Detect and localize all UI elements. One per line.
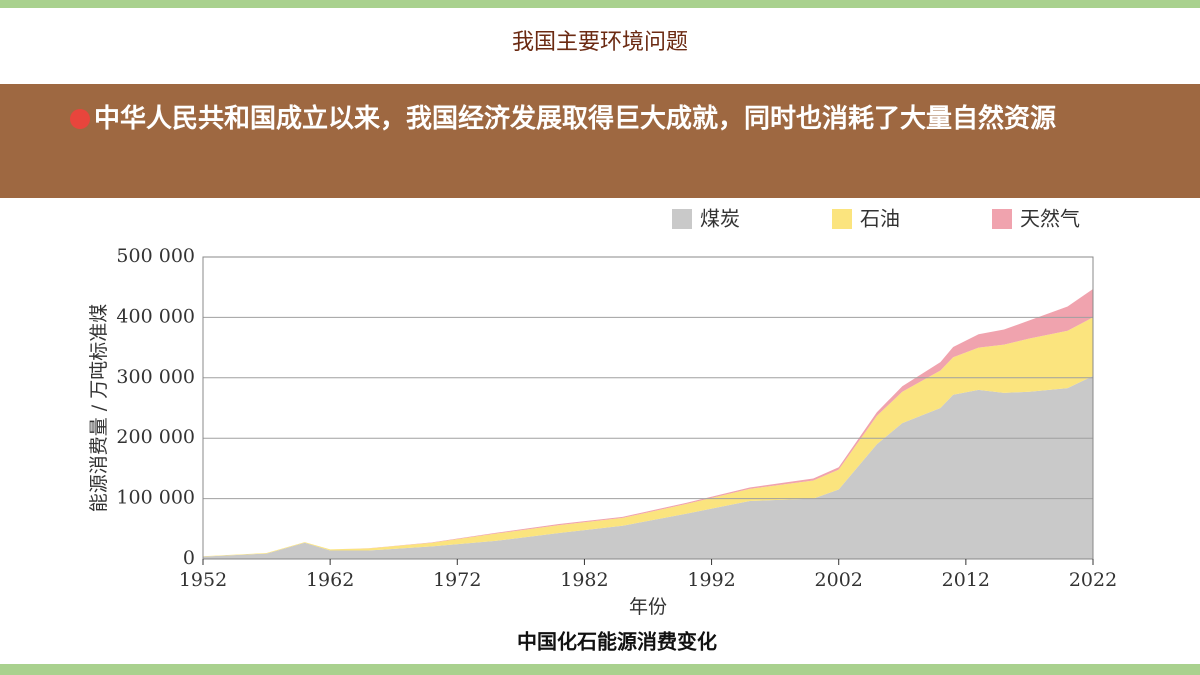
y-tick-label: 400 000 <box>116 305 195 327</box>
x-tick-label: 2012 <box>942 569 990 591</box>
bullet <box>70 109 90 129</box>
x-tick-label: 1992 <box>687 569 735 591</box>
legend-label: 天然气 <box>1020 207 1080 231</box>
x-tick-label: 2002 <box>815 569 863 591</box>
legend-label: 石油 <box>860 207 900 231</box>
legend-swatch <box>832 209 852 229</box>
area <box>203 375 1093 559</box>
legend-label: 煤炭 <box>700 207 740 231</box>
banner: 中华人民共和国成立以来，我国经济发展取得巨大成就，同时也消耗了大量自然资源 <box>0 84 1200 198</box>
x-tick-label: 2022 <box>1069 569 1117 591</box>
x-tick-label: 1972 <box>433 569 481 591</box>
legend-swatch <box>672 209 692 229</box>
y-tick-label: 300 000 <box>116 366 195 388</box>
x-axis-label: 年份 <box>629 596 667 618</box>
legend-swatch <box>992 209 1012 229</box>
x-tick-label: 1962 <box>306 569 354 591</box>
y-tick-label: 500 000 <box>116 245 195 267</box>
y-tick-label: 0 <box>183 547 195 569</box>
caption: 中国化石能源消费变化 <box>517 630 717 654</box>
y-tick-label: 100 000 <box>116 487 195 509</box>
y-tick-label: 200 000 <box>116 426 195 448</box>
chart: 中国化石能源消费变化 年份 能源消费量 / 万吨标准煤 0 100 000 200 … <box>88 207 1117 654</box>
banner-text: 中华人民共和国成立以来，我国经济发展取得巨大成就，同时也消耗了大量自然资源 <box>70 92 1132 146</box>
x-tick-label: 1952 <box>179 569 227 591</box>
x-tick-label: 1982 <box>560 569 608 591</box>
bottom-bar <box>0 664 1200 675</box>
y-axis-label: 能源消费量 / 万吨标准煤 <box>88 304 110 512</box>
plot-frame <box>202 256 1094 560</box>
top-bar <box>0 0 1200 8</box>
header: 我国主要环境问题 <box>511 30 688 55</box>
banner-label: 中华人民共和国成立以来，我国经济发展取得巨大成就，同时也消耗了大量自然资源 <box>94 104 1057 134</box>
